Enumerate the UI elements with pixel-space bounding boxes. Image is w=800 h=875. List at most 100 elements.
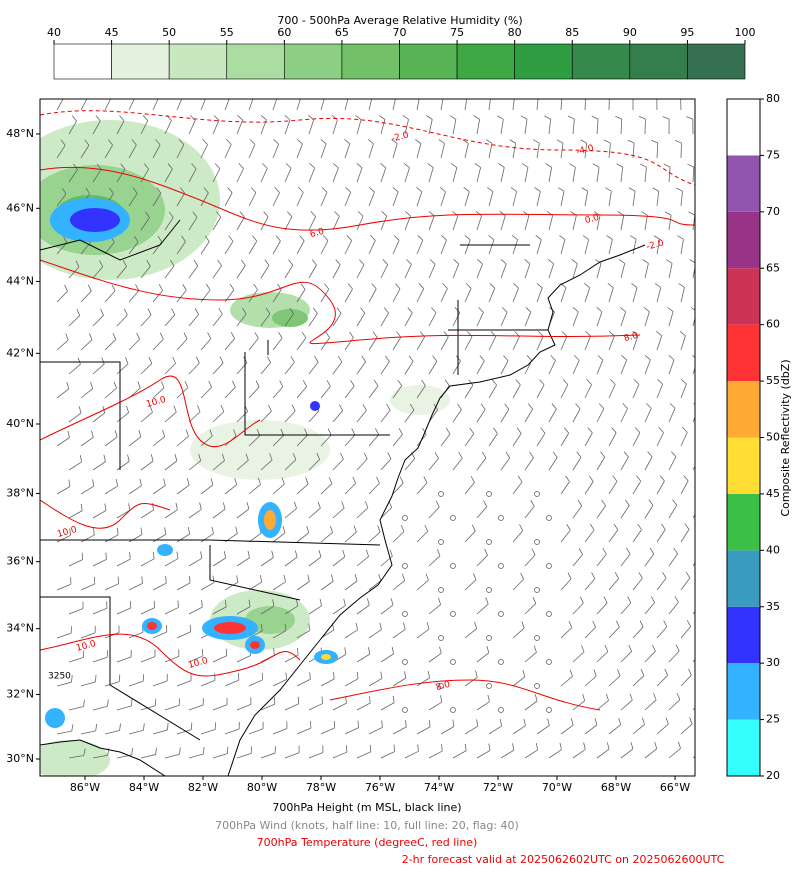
wind-barb-feather bbox=[171, 308, 176, 315]
wind-barb-feather bbox=[464, 235, 471, 241]
wind-barb bbox=[380, 119, 386, 135]
wind-barb-feather bbox=[357, 211, 364, 217]
wind-barb bbox=[644, 359, 651, 375]
wind-barb bbox=[140, 265, 151, 279]
wind-barb-feather bbox=[167, 722, 169, 730]
wind-barb bbox=[272, 581, 286, 591]
calm-wind bbox=[402, 515, 408, 521]
wind-barb-feather bbox=[76, 308, 81, 316]
rh-tick-label: 40 bbox=[47, 26, 61, 39]
wind-barb bbox=[104, 583, 119, 591]
wind-barb-feather bbox=[596, 307, 603, 313]
wind-barb bbox=[512, 530, 524, 543]
wind-barb-feather bbox=[132, 187, 138, 194]
calm-wind bbox=[498, 707, 504, 713]
wind-barb-feather bbox=[540, 427, 546, 434]
wind-barb-feather bbox=[416, 187, 423, 193]
wind-barb-feather bbox=[65, 333, 69, 341]
wind-barb-feather bbox=[346, 235, 352, 241]
wind-barb-feather bbox=[139, 478, 142, 486]
wind-barb bbox=[272, 143, 280, 159]
wind-barb bbox=[332, 507, 345, 519]
reflectivity-tick-label: 80 bbox=[766, 92, 780, 105]
wind-barb-feather bbox=[368, 647, 371, 655]
wind-barb-feather bbox=[591, 115, 599, 120]
calm-wind bbox=[486, 587, 492, 593]
wind-barb bbox=[416, 191, 423, 207]
wind-barb-feather bbox=[78, 406, 82, 414]
wind-barb bbox=[368, 99, 373, 111]
reflectivity-tick-label: 25 bbox=[766, 713, 780, 726]
wind-barb bbox=[272, 337, 283, 351]
wind-barb bbox=[440, 191, 446, 207]
wind-barb bbox=[332, 458, 344, 471]
wind-barb-feather bbox=[674, 596, 679, 603]
wind-barb-feather bbox=[449, 115, 457, 120]
calm-wind bbox=[546, 515, 552, 521]
wind-barb-feather bbox=[422, 427, 427, 435]
wind-barb bbox=[212, 753, 228, 759]
wind-barb bbox=[512, 579, 524, 591]
wind-barb bbox=[56, 193, 67, 207]
wind-barb-feather bbox=[520, 115, 528, 120]
wind-barb bbox=[56, 486, 71, 495]
wind-barb bbox=[128, 583, 143, 591]
wind-barb bbox=[428, 458, 439, 471]
wind-barb bbox=[128, 193, 138, 207]
wind-barb bbox=[404, 312, 413, 327]
wind-barb-feather bbox=[322, 235, 329, 241]
reflectivity-tick-label: 20 bbox=[766, 769, 780, 782]
wind-barb bbox=[680, 239, 684, 255]
wind-barb bbox=[632, 287, 638, 303]
wind-barb-feather bbox=[629, 693, 633, 701]
reflectivity-tick-label: 70 bbox=[766, 205, 780, 218]
wind-barb bbox=[104, 436, 118, 447]
wind-barb bbox=[164, 460, 178, 471]
wind-barb-feather bbox=[663, 163, 671, 168]
wind-barb bbox=[572, 602, 584, 615]
wind-barb bbox=[260, 168, 268, 183]
wind-barb bbox=[260, 605, 275, 615]
wind-barb bbox=[620, 505, 630, 519]
wind-barb bbox=[632, 675, 645, 687]
wind-barb-feather bbox=[532, 92, 538, 95]
wind-barb bbox=[560, 676, 573, 687]
wind-barb-feather bbox=[179, 747, 181, 755]
wind-barb bbox=[608, 432, 617, 447]
wind-barb-feather bbox=[259, 575, 263, 583]
reflectivity-tick-label: 75 bbox=[766, 148, 780, 161]
wind-barb bbox=[584, 724, 598, 735]
wind-barb bbox=[128, 680, 144, 687]
wind-barb-feather bbox=[389, 549, 393, 557]
wind-barb-feather bbox=[255, 380, 260, 388]
wind-barb-feather bbox=[126, 405, 130, 413]
wind-barb bbox=[332, 410, 344, 423]
wind-barb-feather bbox=[469, 427, 475, 435]
wind-barb-feather bbox=[240, 259, 246, 266]
wind-barb-feather bbox=[111, 284, 116, 292]
wind-barb bbox=[524, 408, 534, 423]
footer-temperature: 700hPa Temperature (degreeC, red line) bbox=[257, 836, 478, 849]
wind-barb-feather bbox=[441, 235, 447, 241]
wind-barb bbox=[68, 461, 82, 471]
wind-barb-feather bbox=[148, 357, 153, 364]
wind-barb-feather bbox=[285, 672, 287, 680]
wind-barb bbox=[380, 312, 389, 327]
wind-barb bbox=[200, 728, 216, 735]
wind-barb bbox=[392, 628, 406, 639]
contour-label: 0.0 bbox=[584, 213, 601, 226]
wind-barb bbox=[176, 436, 189, 447]
wind-barb-feather bbox=[582, 693, 586, 701]
wind-barb bbox=[608, 626, 620, 639]
wind-barb-feather bbox=[316, 452, 321, 460]
wind-barb-feather bbox=[300, 283, 306, 290]
wind-barb bbox=[668, 650, 680, 663]
wind-barb bbox=[104, 485, 118, 495]
wind-barb bbox=[644, 650, 656, 663]
wind-barb-feather bbox=[529, 451, 534, 458]
wind-barb bbox=[680, 383, 687, 399]
wind-barb bbox=[404, 409, 415, 423]
wind-barb-feather bbox=[290, 356, 295, 363]
wind-barb bbox=[596, 700, 609, 711]
wind-barb bbox=[224, 241, 234, 255]
